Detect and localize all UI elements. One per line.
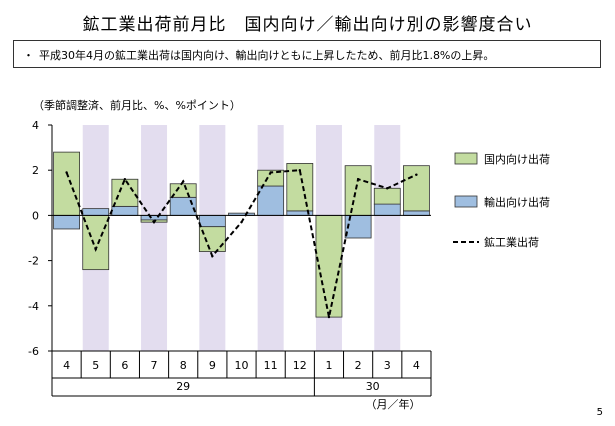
total-shipments-point-1 [94, 248, 97, 251]
y-tick-label: -2 [28, 255, 39, 268]
total-shipments-point-10 [356, 178, 360, 181]
x-tick-label: 3 [384, 359, 391, 372]
export-bar-0 [53, 214, 80, 230]
y-tick-label: -6 [28, 345, 39, 358]
total-shipments-point-3 [152, 220, 156, 224]
y-tick-label: 2 [32, 164, 39, 177]
domestic-bar-9 [315, 214, 343, 318]
total-shipments-point-4 [181, 180, 185, 183]
domestic-bar-10 [344, 165, 372, 216]
total-shipments-point-5 [211, 254, 214, 258]
export-bar-1 [82, 208, 110, 216]
x-tick-label: 4 [413, 359, 420, 372]
domestic-bar-12 [403, 165, 430, 212]
summary-text: 平成30年4月の鉱工業出荷は国内向け、輸出向けともに上昇したため、前月比1.8%… [39, 49, 495, 62]
unit-note: （季節調整済、前月比、%、%ポイント） [33, 99, 241, 112]
x-tick-label: 10 [235, 359, 249, 372]
domestic-bar-1 [82, 214, 110, 271]
domestic-bar-4 [169, 183, 197, 198]
export-bar-3 [140, 214, 168, 221]
year-label: 29 [176, 380, 190, 393]
export-bar-4 [169, 196, 197, 216]
total-shipments-point-6 [240, 220, 243, 224]
x-tick-label: 12 [293, 359, 307, 372]
x-tick-label: 5 [92, 359, 99, 372]
total-shipments-point-11 [386, 187, 389, 190]
x-tick-label: 6 [121, 359, 128, 372]
summary-box: ・ 平成30年4月の鉱工業出荷は国内向け、輸出向けともに上昇したため、前月比1.… [13, 40, 601, 68]
shaded-band-11 [374, 125, 401, 351]
y-tick-label: 4 [32, 119, 39, 132]
x-tick-label: 7 [151, 359, 158, 372]
x-tick-label: 11 [264, 359, 278, 372]
year-label: 30 [366, 380, 380, 393]
total-shipments-point-2 [123, 178, 127, 181]
shaded-band-3 [141, 125, 168, 351]
export-bar-12 [403, 210, 430, 216]
y-tick-label: 0 [32, 209, 39, 222]
export-bar-7 [257, 185, 285, 216]
domestic-bar-0 [53, 151, 80, 216]
export-bar-11 [373, 203, 401, 216]
total-shipments-point-9 [327, 315, 331, 319]
legend-export-swatch [454, 195, 478, 208]
total-shipments-point-12 [415, 173, 418, 176]
export-bar-2 [111, 205, 139, 216]
domestic-bar-11 [373, 187, 401, 205]
x-axis-label: （月／年） [366, 397, 421, 411]
legend-total-label: 鉱工業出荷 [484, 235, 539, 249]
x-tick-label: 1 [325, 359, 332, 372]
y-tick-label: -4 [28, 300, 39, 313]
legend-export-label: 輸出向け出荷 [484, 195, 550, 209]
export-bar-5 [198, 214, 226, 228]
total-shipments-point-7 [269, 171, 272, 174]
page-number: 5 [596, 407, 603, 418]
slide-title: 鉱工業出荷前月比 国内向け／輸出向け別の影響度合い [82, 15, 533, 35]
domestic-bar-2 [111, 178, 139, 207]
shaded-band-7 [257, 125, 284, 351]
legend-domestic-label: 国内向け出荷 [484, 152, 550, 166]
x-tick-label: 2 [355, 359, 362, 372]
x-tick-label: 4 [63, 359, 70, 372]
x-tick-label: 9 [209, 359, 216, 372]
total-shipments-point-8 [298, 169, 302, 172]
total-shipments-point-0 [65, 171, 68, 174]
domestic-bar-7 [257, 169, 285, 187]
legend-domestic-swatch [454, 152, 478, 165]
summary-bullet: ・ [23, 49, 34, 62]
x-tick-label: 8 [180, 359, 187, 372]
